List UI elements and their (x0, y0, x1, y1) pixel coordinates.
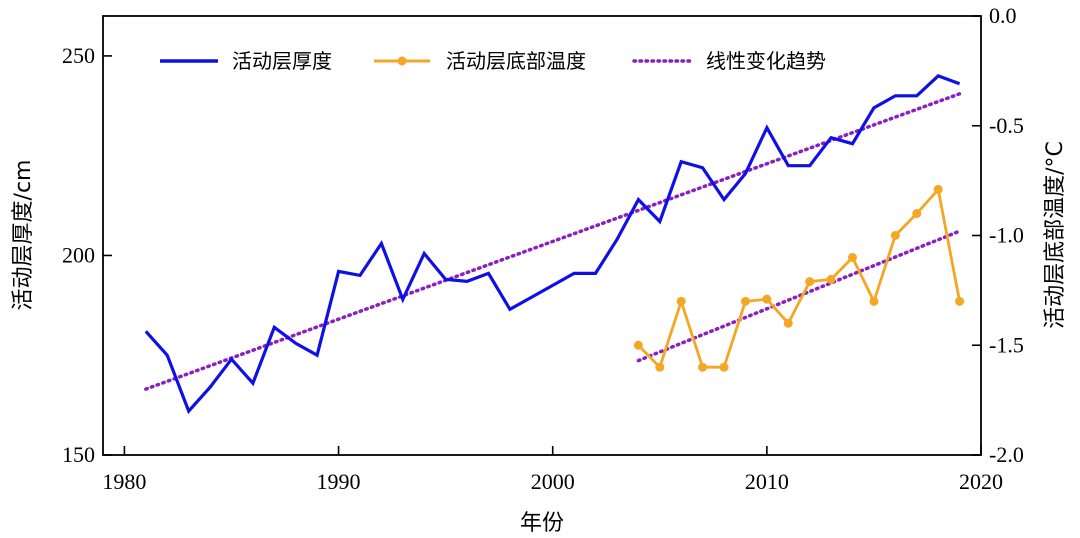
legend-label-thickness: 活动层厚度 (232, 49, 332, 73)
temperature-point (719, 362, 729, 372)
x-tick-label: 1990 (317, 469, 361, 494)
legend-marker-temperature (397, 56, 407, 66)
temperature-point (783, 318, 793, 328)
temperature-point (826, 274, 836, 284)
y-axis-left-label: 活动层厚度/cm (11, 160, 36, 311)
trend-line-temperature (636, 229, 962, 363)
series-line-temperature (637, 186, 961, 370)
legend-label-trend: 线性变化趋势 (706, 49, 826, 73)
y-left-tick-label: 200 (62, 242, 95, 267)
temperature-point (740, 296, 750, 306)
temperature-point (955, 296, 965, 306)
y-right-tick-label: -0.5 (989, 113, 1024, 138)
y-left-tick-label: 150 (62, 442, 95, 467)
y-right-tick-label: 0.0 (989, 3, 1017, 28)
data-points (633, 184, 965, 372)
x-tick-label: 2000 (531, 469, 575, 494)
plot-frame (102, 15, 982, 456)
x-axis-label: 年份 (520, 511, 564, 536)
temperature-point (633, 340, 643, 350)
legend-label-temperature: 活动层底部温度 (446, 49, 586, 73)
y-axis-right-label: 活动层底部温度/°C (1043, 141, 1068, 329)
data-lines (144, 74, 962, 415)
x-tick-label: 2010 (745, 469, 789, 494)
x-tick-label: 2020 (959, 469, 1003, 494)
temperature-point (933, 184, 943, 194)
temperature-point (890, 231, 900, 240)
temperature-point (805, 277, 815, 287)
temperature-point (869, 296, 879, 306)
temperature-point (762, 294, 772, 304)
y-left-tick-label: 250 (62, 43, 95, 68)
tick-labels: 1980 1990 2000 2010 2020 150 200 250 -2.0 -1.5 -1.… (62, 3, 1024, 494)
x-tick-label: 1980 (102, 469, 146, 494)
y-right-tick-label: -2.0 (989, 442, 1024, 467)
series-line-thickness (144, 74, 961, 415)
tick-marks (103, 15, 982, 456)
temperature-point (912, 209, 922, 219)
legend: 活动层厚度 活动层底部温度 线性变化趋势 (160, 49, 826, 73)
y-right-tick-label: -1.0 (989, 223, 1024, 248)
temperature-point (698, 362, 708, 372)
temperature-point (676, 296, 686, 306)
trend-line-thickness (144, 92, 962, 391)
temperature-point (655, 362, 665, 372)
y-right-tick-label: -1.5 (989, 332, 1024, 357)
temperature-point (848, 252, 858, 262)
